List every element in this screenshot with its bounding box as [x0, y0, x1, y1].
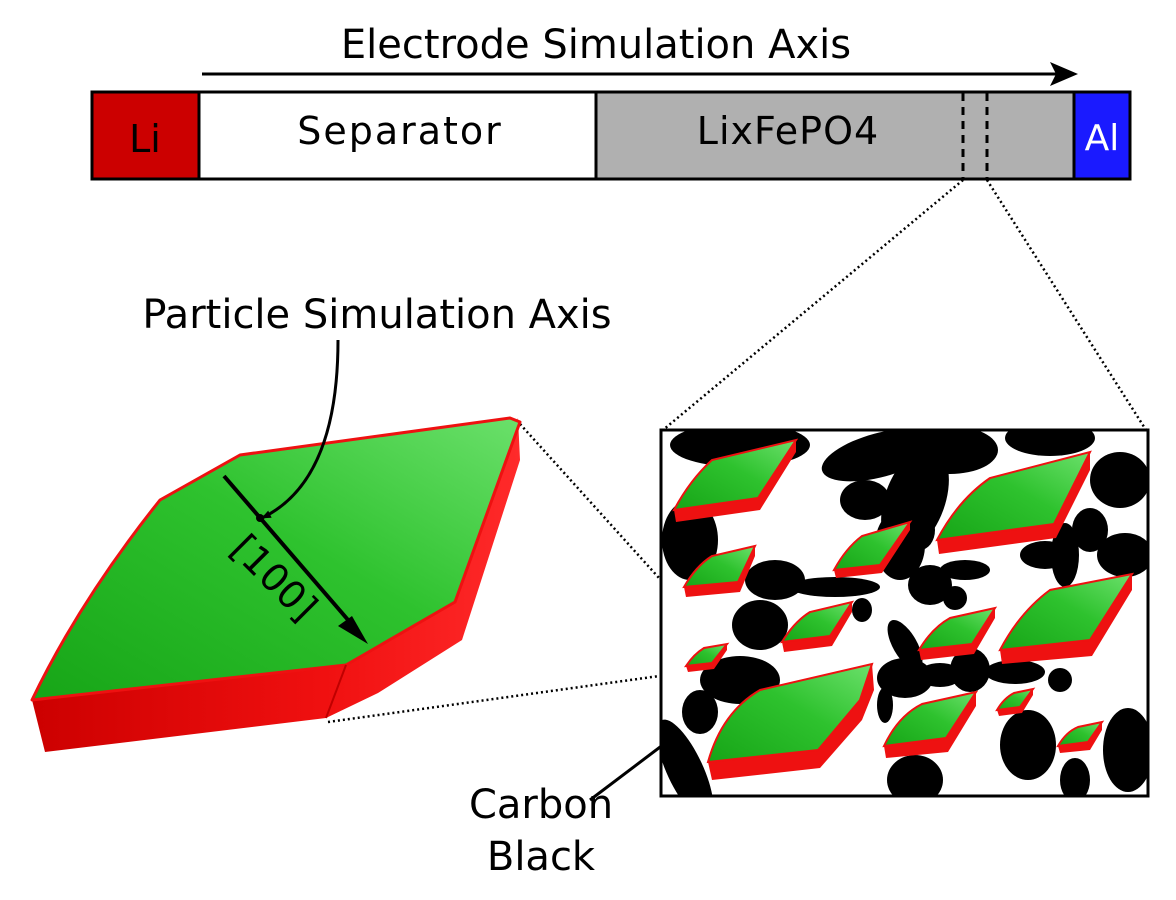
- carbon-black-label-line2: Black: [487, 834, 596, 880]
- separator-label: Separator: [297, 109, 503, 153]
- small-particle: [995, 687, 1036, 716]
- small-particle: [682, 544, 757, 597]
- small-particle: [706, 662, 874, 780]
- microstructure-zoom-box: [659, 428, 1150, 798]
- small-particle: [882, 690, 979, 758]
- small-particle: [780, 600, 855, 652]
- small-particles: [672, 438, 1135, 780]
- cathode-segment: [594, 90, 1076, 181]
- small-particle: [998, 572, 1135, 664]
- small-particle: [672, 438, 799, 522]
- small-particle: [683, 642, 730, 672]
- cathode-label: LixFePO4: [697, 109, 879, 153]
- small-particle: [832, 520, 913, 578]
- direction-100-arrow: [222, 474, 368, 644]
- carbon-black-label-line1: Carbon: [469, 782, 613, 828]
- electrode-cell-bar: [90, 90, 1132, 181]
- small-particle: [1056, 720, 1105, 753]
- separator-segment: [197, 90, 598, 181]
- carbon-black-pointer: [589, 733, 677, 802]
- particle-axis-label: Particle Simulation Axis: [142, 292, 611, 338]
- small-particle: [917, 606, 998, 660]
- li-label: Li: [129, 117, 161, 161]
- small-particle: [935, 450, 1092, 554]
- electrode-axis-label: Electrode Simulation Axis: [341, 22, 851, 68]
- al-label: Al: [1085, 118, 1120, 159]
- large-particle: [30, 416, 522, 752]
- zoom-projection-lines: [327, 179, 1148, 724]
- electrode-axis-arrow: [202, 62, 1078, 86]
- particle-axis-pointer: [261, 339, 340, 520]
- al-collector-segment: [1072, 90, 1132, 181]
